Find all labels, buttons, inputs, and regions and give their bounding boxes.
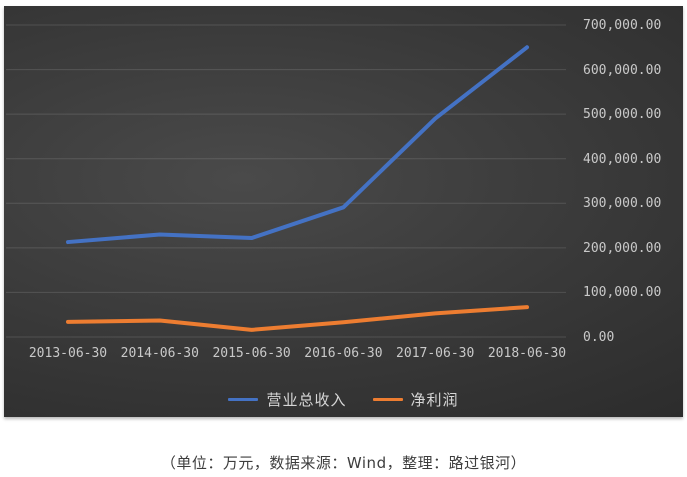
y-tick-label: 400,000.00 <box>583 151 662 167</box>
plot-svg <box>6 24 566 338</box>
legend-label: 净利润 <box>410 390 459 409</box>
y-tick-label: 0.00 <box>583 330 615 345</box>
x-tick-label: 2018-06-30 <box>487 346 567 361</box>
legend-item-1: 净利润 <box>372 389 459 410</box>
y-tick-label: 600,000.00 <box>583 62 662 78</box>
y-tick-label: 500,000.00 <box>583 107 662 123</box>
x-tick-label: 2016-06-30 <box>304 346 383 361</box>
series-line-1 <box>66 305 529 332</box>
chart-area: 0.00 100,000.00 200,000.00 300,000.00 400,00… <box>4 6 683 417</box>
legend-item-0: 营业总收入 <box>228 389 346 410</box>
y-tick-label: 300,000.00 <box>583 196 662 212</box>
y-tick-label: 700,000.00 <box>583 18 662 33</box>
chart-caption: （单位：万元，数据来源：Wind，整理：路过银河） <box>160 454 527 472</box>
legend-swatch-icon <box>228 397 259 401</box>
x-tick-label: 2014-06-30 <box>120 346 199 361</box>
chart-legend: 营业总收入 净利润 <box>4 388 683 410</box>
series-line-0 <box>66 45 529 245</box>
legend-swatch-icon <box>372 397 403 401</box>
legend-label: 营业总收入 <box>266 390 347 409</box>
y-tick-label: 200,000.00 <box>583 240 662 256</box>
x-tick-label: 2013-06-30 <box>28 346 108 361</box>
x-tick-label: 2017-06-30 <box>396 346 475 361</box>
y-tick-label: 100,000.00 <box>583 285 662 301</box>
x-tick-label: 2015-06-30 <box>212 346 291 361</box>
